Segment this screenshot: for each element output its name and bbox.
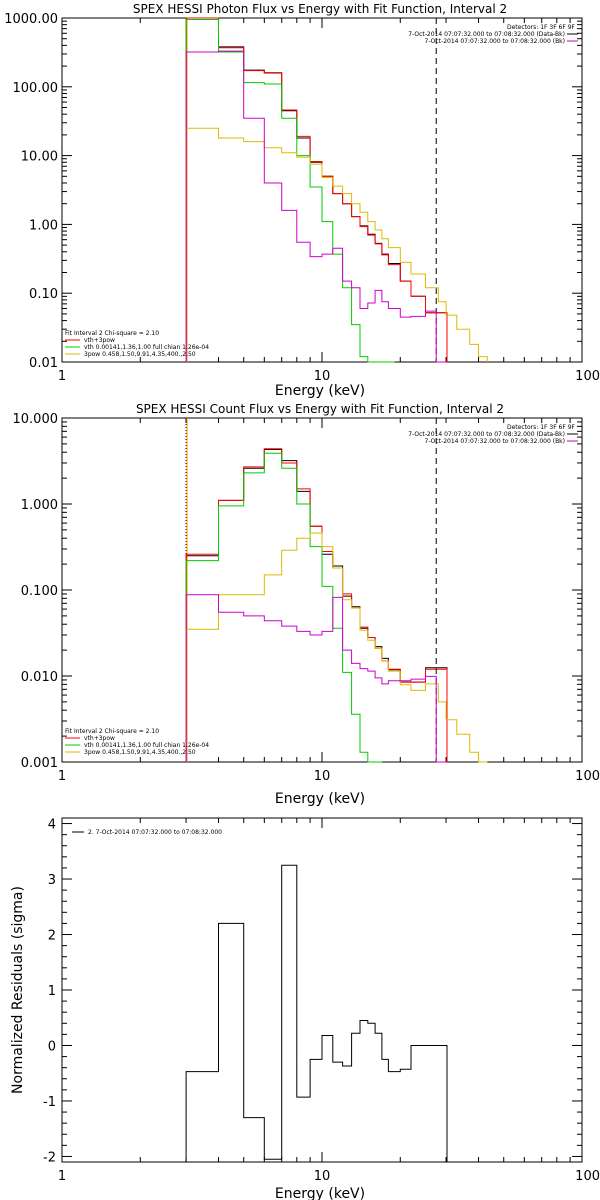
y-tick-label: 1 bbox=[48, 984, 56, 999]
y-tick-label: 10.000 bbox=[13, 412, 59, 427]
series-line-3 bbox=[185, 532, 488, 763]
panel-1-detectors-label: Detectors: 1F 3F 6F 9F bbox=[507, 24, 576, 31]
y-tick-label: -2 bbox=[43, 1150, 56, 1165]
panel-3-x-axis-label: Energy (keV) bbox=[275, 1186, 365, 1200]
x-tick-label: 100 bbox=[575, 1169, 600, 1184]
panel-3-y-axis-label: Normalized Residuals (sigma) bbox=[10, 886, 26, 1094]
series-line-3 bbox=[185, 127, 488, 362]
y-tick-label: 10.00 bbox=[21, 150, 58, 165]
series-line-2 bbox=[185, 19, 395, 363]
panel-1-legend-line-1: 7-Oct-2014 07:07:32.000 to 07:08:32.000 … bbox=[408, 31, 565, 38]
y-tick-label: 4 bbox=[48, 818, 56, 833]
y-tick-label: 3 bbox=[48, 873, 56, 888]
y-tick-label: 1.00 bbox=[29, 218, 58, 233]
panel-2-fit-header: Fit Interval 2 Chi-square = 2.10 bbox=[65, 728, 159, 735]
photon-flux-panel: SPEX HESSI Photon Flux vs Energy with Fi… bbox=[4, 2, 600, 399]
panel-1-legend-header: Detectors: 1F 3F 6F 9F 7-Oct-2014 07:07:… bbox=[408, 24, 578, 45]
y-tick-label: 0 bbox=[48, 1039, 56, 1054]
panel-1-fit-legend: Fit Interval 2 Chi-square = 2.10 vth+3po… bbox=[65, 330, 209, 358]
x-tick-label: 1 bbox=[58, 369, 66, 384]
panel-2-legend-line-1: 7-Oct-2014 07:07:32.000 to 07:08:32.000 … bbox=[408, 431, 565, 438]
panel-2-x-axis-label: Energy (keV) bbox=[275, 791, 365, 807]
series-line-4 bbox=[185, 50, 447, 363]
panel-2-legend-header: Detectors: 1F 3F 6F 9F 7-Oct-2014 07:07:… bbox=[408, 424, 578, 445]
y-tick-label: -1 bbox=[43, 1095, 56, 1110]
panel-1-fit-item-2: vth 0.00141,1.36,1.00 full chian 1.26e-0… bbox=[84, 344, 209, 351]
panel-2-legend-line-2: 7-Oct-2014 07:07:32.000 to 07:08:32.000 … bbox=[425, 438, 566, 445]
x-tick-label: 10 bbox=[314, 769, 331, 784]
panel-2-fit-item-1: vth+3pow bbox=[84, 735, 115, 742]
count-flux-panel: SPEX HESSI Count Flux vs Energy with Fit… bbox=[13, 402, 600, 807]
panel-1-x-axis-label: Energy (keV) bbox=[275, 383, 365, 399]
panel-2-fit-item-2: vth 0.00141,1.36,1.00 full chian 1.26e-0… bbox=[84, 742, 209, 749]
panel-2-title: SPEX HESSI Count Flux vs Energy with Fit… bbox=[136, 402, 504, 416]
y-tick-label: 0.10 bbox=[29, 287, 58, 302]
panel-1-series bbox=[185, 17, 488, 363]
series-line-0 bbox=[185, 449, 448, 762]
x-tick-label: 100 bbox=[575, 769, 600, 784]
series-line-4 bbox=[185, 594, 447, 763]
x-tick-label: 10 bbox=[314, 1169, 331, 1184]
series-line-1 bbox=[185, 448, 448, 762]
x-tick-label: 10 bbox=[314, 369, 331, 384]
panel-1-ticks: 1 10 100 0.01 0.10 1.00 10.00 100.00 1000.00 bbox=[4, 12, 600, 384]
panel-1-fit-header: Fit Interval 2 Chi-square = 2.10 bbox=[65, 330, 159, 337]
panel-3-ticks: 1 10 100 -2 -1 0 1 2 3 4 bbox=[43, 818, 600, 1184]
panel-1-vlines bbox=[185, 18, 437, 362]
panel-2-vlines bbox=[185, 418, 437, 762]
series-line-1 bbox=[185, 17, 448, 362]
panel-2-series bbox=[185, 448, 488, 763]
y-tick-label: 1000.00 bbox=[4, 12, 58, 27]
series-line-0 bbox=[185, 17, 448, 362]
panel-2-fit-legend: Fit Interval 2 Chi-square = 2.10 vth+3po… bbox=[65, 728, 209, 756]
panel-3-plot-frame bbox=[61, 817, 583, 1163]
panel-2-fit-item-3: 3pow 0.458,1.50,9.91,4.35,400.,2.50 bbox=[84, 749, 196, 756]
panel-1-fit-item-3: 3pow 0.458,1.50,9.91,4.35,400.,2.50 bbox=[84, 351, 196, 358]
residuals-panel: 1 10 100 -2 -1 0 1 2 3 4 Energy (keV) Normalized … bbox=[10, 817, 600, 1200]
panel-2-plot-frame bbox=[61, 417, 583, 763]
x-tick-label: 1 bbox=[58, 1169, 66, 1184]
panel-1-title: SPEX HESSI Photon Flux vs Energy with Fi… bbox=[133, 2, 507, 16]
series-line-0 bbox=[185, 864, 448, 1162]
y-tick-label: 0.100 bbox=[21, 584, 58, 599]
y-tick-label: 2 bbox=[48, 929, 56, 944]
panel-1-legend-line-2: 7-Oct-2014 07:07:32.000 to 07:08:32.000 … bbox=[425, 38, 566, 45]
panel-2-detectors-label: Detectors: 1F 3F 6F 9F bbox=[507, 424, 576, 431]
x-tick-label: 1 bbox=[58, 769, 66, 784]
panel-3-legend-label: 2. 7-Oct-2014 07:07:32.000 to 07:08:32.0… bbox=[88, 829, 222, 836]
y-tick-label: 100.00 bbox=[13, 81, 59, 96]
y-tick-label: 0.001 bbox=[21, 756, 58, 771]
panel-3-legend: 2. 7-Oct-2014 07:07:32.000 to 07:08:32.0… bbox=[72, 829, 222, 836]
y-tick-label: 1.000 bbox=[21, 498, 58, 513]
panel-3-series bbox=[185, 864, 448, 1162]
series-line-2 bbox=[185, 452, 383, 763]
y-tick-label: 0.010 bbox=[21, 670, 58, 685]
x-tick-label: 100 bbox=[575, 369, 600, 384]
y-tick-label: 0.01 bbox=[29, 356, 58, 371]
panel-2-ticks: 1 10 100 0.001 0.010 0.100 1.000 10.000 bbox=[13, 412, 600, 784]
panel-1-fit-item-1: vth+3pow bbox=[84, 337, 115, 344]
